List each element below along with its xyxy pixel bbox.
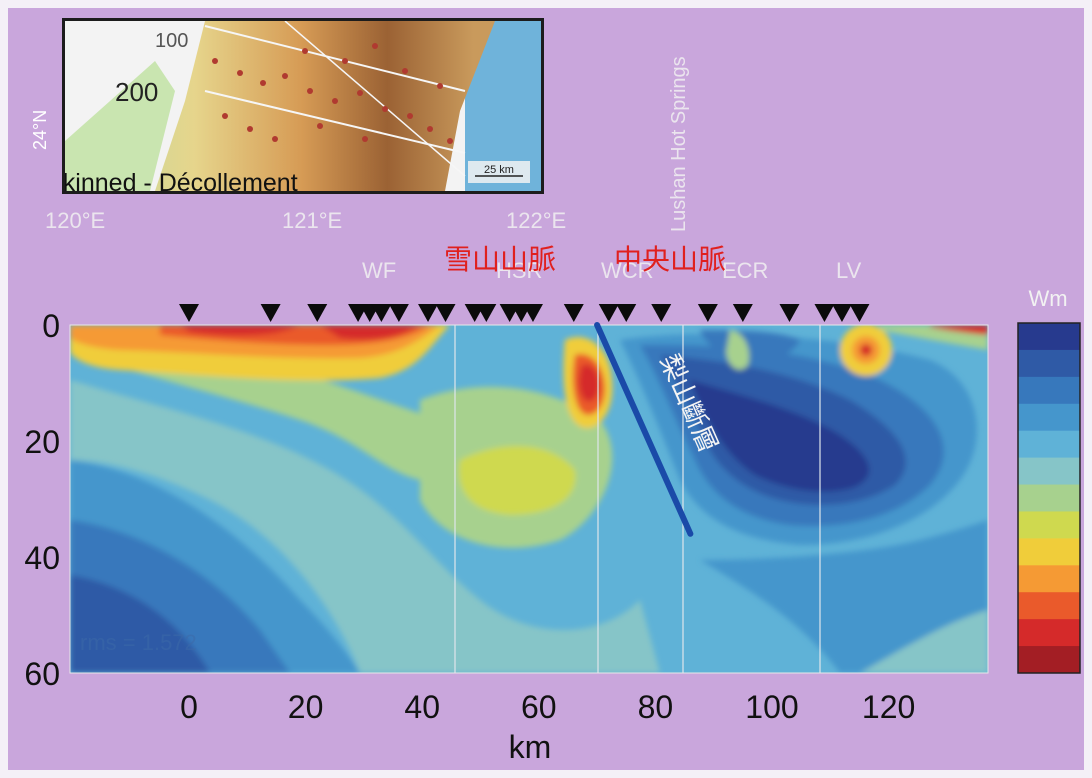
station-marker-18 <box>697 304 718 322</box>
lon-label-120: 120°E <box>45 208 106 233</box>
contour-label-100: 100 <box>155 30 188 52</box>
taiwan-terrain <box>65 21 495 191</box>
profile-line-100 <box>204 25 466 92</box>
lon-label-122: 122°E <box>506 208 567 233</box>
station-marker-22 <box>831 304 852 322</box>
station-marker-23 <box>849 304 870 322</box>
map-svg: 25 km 100 200 hin skinned - Décollement <box>65 21 541 191</box>
x-tick-20: 20 <box>288 689 324 725</box>
station-marker-19 <box>732 304 753 322</box>
station-marker-1 <box>260 304 281 322</box>
station-marker-20 <box>779 304 800 322</box>
region-label-lv: LV <box>836 258 862 283</box>
station-marker-17 <box>651 304 672 322</box>
y-tick-40: 40 <box>24 540 60 576</box>
station-marker-8 <box>435 304 456 322</box>
contour-label-200: 200 <box>115 77 158 107</box>
y-tick-60: 60 <box>24 656 60 692</box>
lon-label-121: 121°E <box>282 208 343 233</box>
station-marker-15 <box>598 304 619 322</box>
y-tick-labels: 0 20 40 60 <box>24 308 60 692</box>
colorbar-step-3 <box>1018 403 1080 432</box>
x-tick-120: 120 <box>862 689 915 725</box>
x-tick-0: 0 <box>180 689 198 725</box>
station-marker-10 <box>476 304 497 322</box>
station-marker-16 <box>616 304 637 322</box>
colorbar-step-12 <box>1018 646 1080 674</box>
scale-bar-label: 25 km <box>484 164 514 176</box>
x-axis-label: km <box>509 729 552 765</box>
xueshan-range-label: 雪山山脈 <box>444 243 557 276</box>
region-label-ecr: ECR <box>722 258 769 283</box>
region-label-wf: WF <box>362 258 397 283</box>
station-marker-13 <box>522 304 543 322</box>
station-marker-2 <box>307 304 328 322</box>
colorbar-step-10 <box>1018 592 1080 620</box>
velocity-field: rms = 1.572 <box>70 325 988 673</box>
y-tick-20: 20 <box>24 424 60 460</box>
profile-line-200 <box>204 90 466 154</box>
region-label-hsr: HSR <box>496 258 543 283</box>
station-marker-0 <box>179 304 199 322</box>
station-marker-14 <box>563 304 584 322</box>
inset-map: 25 km 100 200 hin skinned - Décollement <box>62 18 544 194</box>
x-tick-labels: 0 20 40 60 80 100 120 <box>180 689 915 725</box>
colorbar <box>1018 323 1080 674</box>
x-tick-40: 40 <box>404 689 440 725</box>
station-markers <box>179 304 870 322</box>
station-dots <box>212 43 453 144</box>
station-marker-5 <box>371 304 392 322</box>
x-tick-80: 80 <box>638 689 674 725</box>
colorbar-step-6 <box>1018 484 1080 512</box>
station-marker-6 <box>388 304 409 322</box>
region-label-wcr: WCR <box>601 258 654 283</box>
lishan-fault-line <box>594 322 694 537</box>
map-overlay-text: hin skinned - Décollement <box>65 169 298 191</box>
colorbar-step-11 <box>1018 619 1080 647</box>
colorbar-step-0 <box>1018 323 1080 351</box>
x-tick-100: 100 <box>745 689 798 725</box>
x-tick-60: 60 <box>521 689 557 725</box>
colorbar-step-5 <box>1018 457 1080 486</box>
colorbar-step-4 <box>1018 430 1080 459</box>
station-marker-7 <box>418 304 439 322</box>
rms-faint-text: rms = 1.572 <box>80 630 197 655</box>
region-boundaries <box>454 325 821 673</box>
colorbar-step-8 <box>1018 538 1080 566</box>
station-marker-21 <box>814 304 835 322</box>
colorbar-label: Wm <box>1028 286 1067 311</box>
colorbar-step-9 <box>1018 565 1080 593</box>
colorbar-step-7 <box>1018 511 1080 539</box>
central-range-label: 中央山脈 <box>614 243 727 276</box>
y-tick-0: 0 <box>42 308 60 344</box>
colorbar-step-1 <box>1018 349 1080 378</box>
colorbar-step-2 <box>1018 376 1080 405</box>
